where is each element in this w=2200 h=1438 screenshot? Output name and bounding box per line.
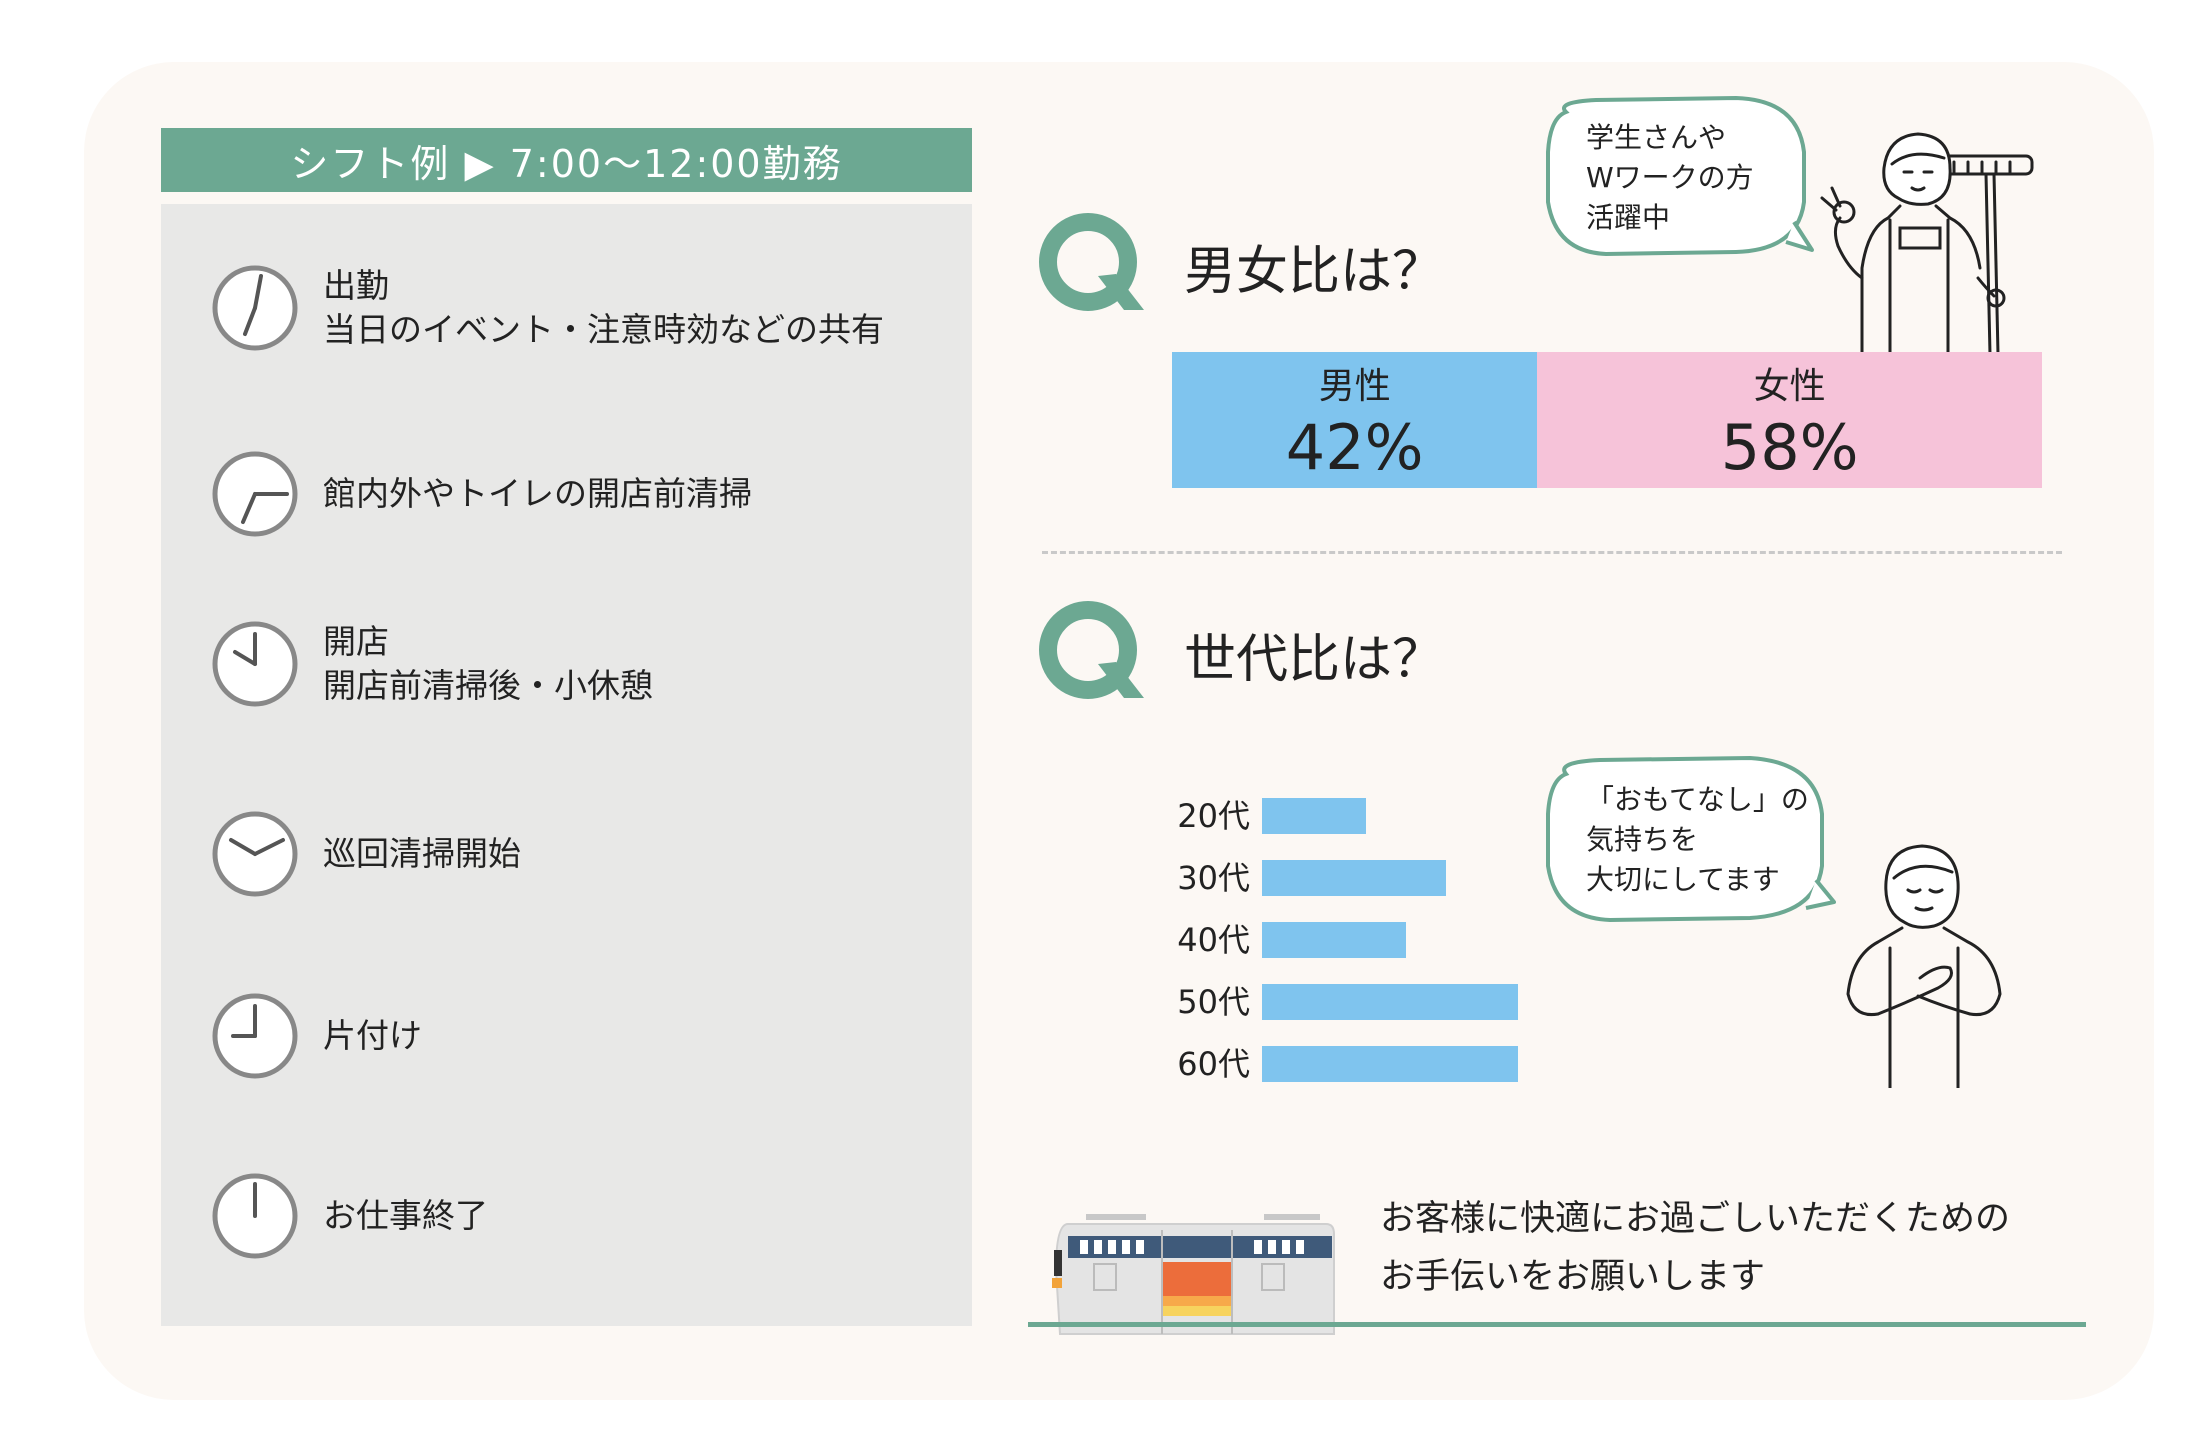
female-label: 女性	[1753, 365, 1826, 407]
clock-icon	[212, 993, 298, 1079]
male-bar-segment: 男性 42%	[1172, 352, 1538, 488]
age-category-label: 50代	[1177, 983, 1250, 1021]
age-question: 世代比は？	[1036, 598, 1444, 710]
q-mark-icon	[1039, 601, 1144, 699]
shift-step-title: 開店	[323, 622, 389, 661]
gender-question: 男女比は？	[1036, 210, 1444, 322]
male-label: 男性	[1318, 365, 1391, 407]
shift-step-6: お仕事終了	[211, 1172, 488, 1260]
age-bar	[1262, 798, 1366, 834]
age-bar	[1262, 984, 1518, 1020]
clock-icon	[212, 451, 298, 537]
age-category-label: 30代	[1177, 859, 1250, 897]
gender-question-title: 男女比は？	[1184, 241, 1445, 302]
age-bar	[1262, 922, 1406, 958]
footer-rail-line	[1028, 1322, 2086, 1327]
shift-step-5: 片付け	[211, 992, 422, 1080]
clock-icon	[212, 1173, 298, 1259]
footer-line: お手伝いをお願いします	[1380, 1257, 1766, 1297]
bubble-line: Wワークの方	[1586, 161, 1754, 194]
q-mark-icon	[1039, 213, 1144, 311]
age-category-label: 20代	[1177, 797, 1250, 835]
section-divider	[1042, 551, 2062, 554]
shift-step-title: 巡回清掃開始	[323, 834, 521, 873]
bubble-line: 気持ちを	[1586, 823, 1699, 856]
bubble-text-2: 「おもてなし」の 気持ちを 大切にしてます	[1586, 780, 1809, 900]
shift-step-1: 出勤 当日のイベント・注意時効などの共有	[211, 264, 884, 352]
bubble-line: 大切にしてます	[1586, 863, 1780, 896]
female-bar-segment: 女性 58%	[1537, 352, 2042, 488]
age-bar	[1262, 1046, 1518, 1082]
bubble-line: 「おもてなし」の	[1586, 783, 1809, 816]
age-bar-chart: 20代 30代 40代 50代 60代	[1177, 797, 1518, 1083]
shift-step-2: 館内外やトイレの開店前清掃	[211, 450, 752, 538]
shift-step-4: 巡回清掃開始	[211, 810, 521, 898]
bubble-line: 活躍中	[1586, 201, 1671, 234]
shift-step-title: お仕事終了	[323, 1196, 488, 1235]
clock-icon	[212, 811, 298, 897]
bubble-text-1: 学生さんや Wワークの方 活躍中	[1586, 118, 1754, 238]
footer-message: お客様に快適にお過ごしいただくための お手伝いをお願いします	[1380, 1190, 2010, 1306]
staff-with-broom-illustration	[1820, 132, 2034, 354]
speech-bubble	[1546, 755, 1836, 923]
shift-step-detail: 当日のイベント・注意時効などの共有	[323, 310, 884, 349]
shift-step-detail: 開店前清掃後・小休憩	[323, 666, 653, 705]
clock-icon	[212, 621, 298, 707]
gender-ratio-bar: 男性 42% 女性 58%	[1172, 352, 2042, 488]
shift-step-title: 片付け	[323, 1016, 422, 1055]
female-value: 58%	[1720, 410, 1859, 484]
shift-header: シフト例 ▶ 7:00〜12:00勤務	[161, 128, 972, 192]
age-bar	[1262, 860, 1446, 896]
footer-line: お客様に快適にお過ごしいただくための	[1380, 1199, 2011, 1239]
shift-panel: 出勤 当日のイベント・注意時効などの共有 館内外やトイレの開店前清掃 開店 開店…	[161, 204, 972, 1326]
shift-step-3: 開店 開店前清掃後・小休憩	[211, 620, 653, 708]
age-category-label: 40代	[1177, 921, 1250, 959]
male-value: 42%	[1285, 410, 1424, 484]
age-category-label: 60代	[1177, 1045, 1250, 1083]
staff-greeting-illustration	[1846, 844, 2002, 1088]
clock-icon	[212, 265, 298, 351]
shift-step-title: 出勤	[323, 266, 389, 305]
speech-bubble	[1546, 95, 1814, 257]
shift-step-title: 館内外やトイレの開店前清掃	[323, 474, 752, 513]
train-illustration	[1052, 1214, 1335, 1335]
bubble-line: 学生さんや	[1586, 121, 1727, 154]
age-question-title: 世代比は？	[1184, 629, 1445, 690]
